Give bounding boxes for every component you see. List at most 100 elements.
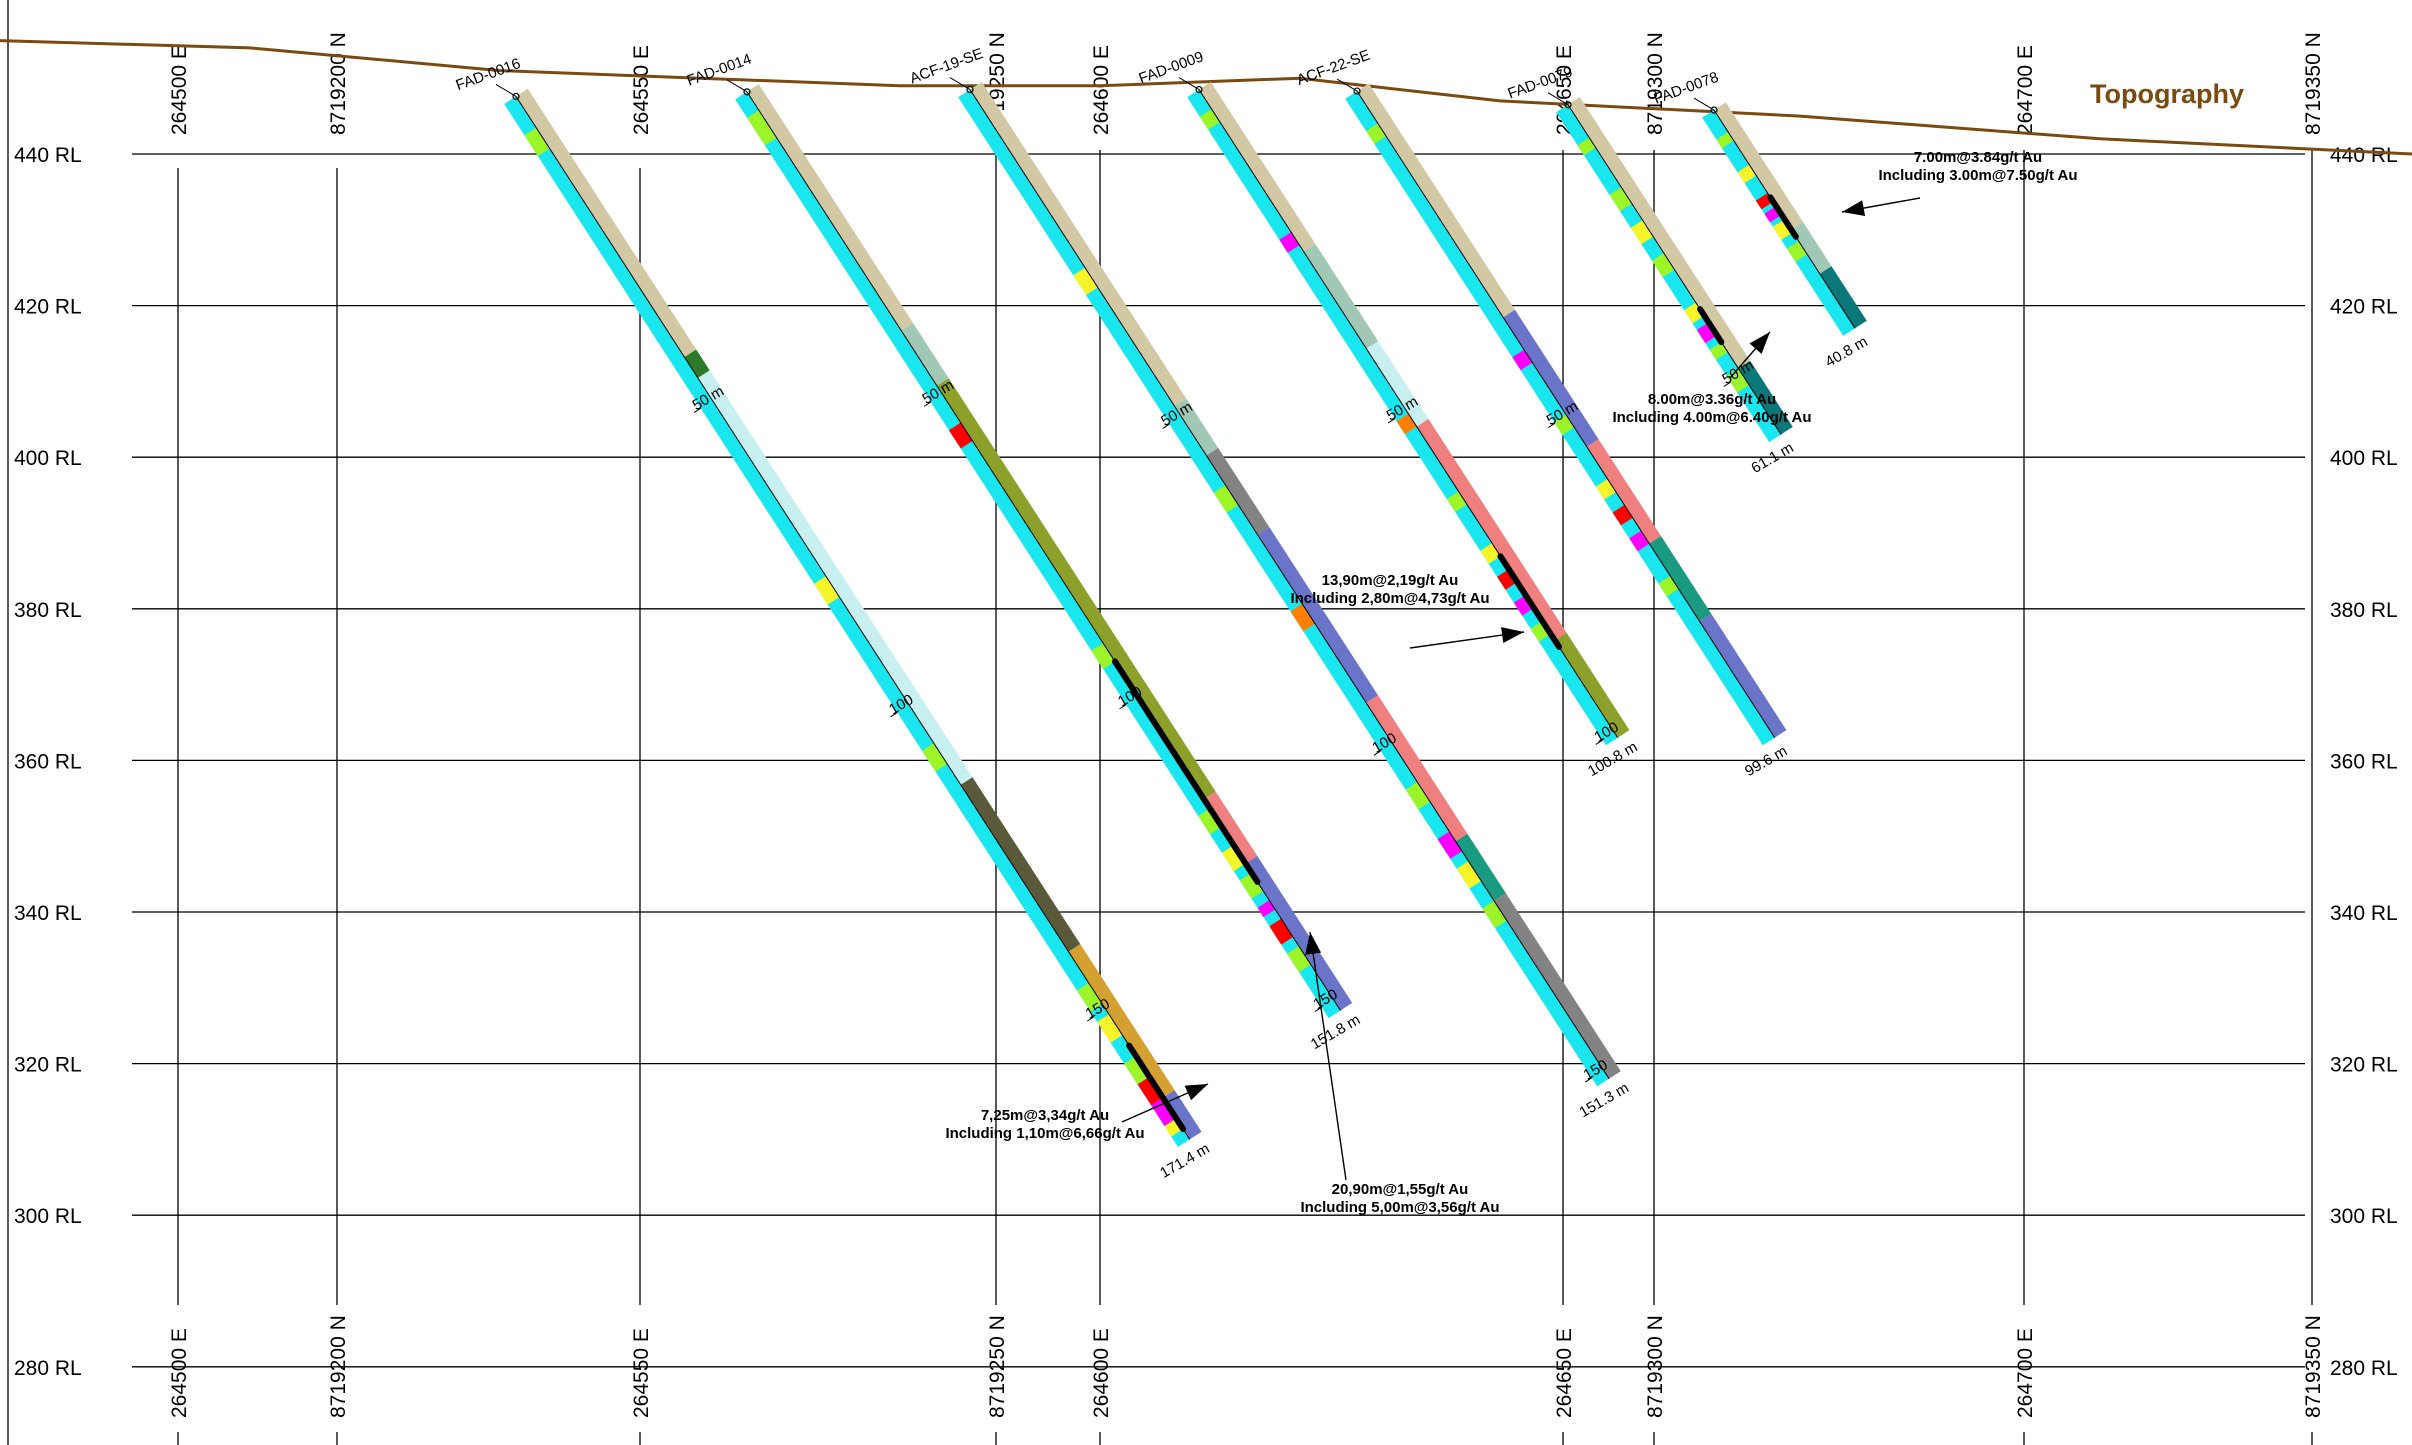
intercept-fad-0079 [1697, 306, 1725, 346]
assay-interval [1652, 253, 1675, 278]
assay-interval [948, 422, 973, 449]
rl-label-left-420: 420 RL [14, 296, 82, 319]
coord-label-bottom-264700-e: 264700 E [2014, 1328, 2037, 1418]
rl-label-right-420: 420 RL [2330, 296, 2398, 319]
rl-label-right-400: 400 RL [2330, 447, 2398, 470]
lithology-interval [747, 84, 914, 331]
depth-tick [890, 712, 898, 718]
assay-interval [1530, 621, 1551, 642]
collar-marker [743, 88, 751, 96]
lithology-interval [1455, 833, 1506, 901]
intercept-grade: 8.00m@3.36g/t Au [1648, 391, 1776, 408]
lithology-interval [1649, 536, 1712, 622]
coord-label-bottom-8719350-n: 8719350 N [2302, 1315, 2325, 1418]
collar-marker [1564, 101, 1572, 109]
intercept-arrowhead [1184, 1084, 1208, 1101]
assay-interval [1213, 485, 1239, 513]
lithology-interval [1162, 1090, 1202, 1140]
depth-tick [1595, 739, 1603, 745]
lithology-interval [1366, 341, 1429, 427]
lithology-interval [1174, 398, 1219, 456]
depth-tick [1086, 1016, 1095, 1022]
lithology-interval [1503, 309, 1599, 447]
lithology-interval [1366, 695, 1468, 842]
topography-layer: Topography [0, 39, 2412, 156]
lithology-interval [1245, 856, 1353, 1011]
topography-line [0, 39, 2412, 156]
collar-leader [1547, 92, 1569, 106]
total-depth-fad-0016: 171.4 m [1157, 1140, 1212, 1182]
assay-interval [1554, 414, 1575, 435]
rl-label-left-320: 320 RL [14, 1054, 82, 1077]
assay-interval [1595, 479, 1616, 500]
assay-interval [1151, 1097, 1177, 1127]
collar-leader [1336, 78, 1358, 92]
assay-interval [814, 576, 840, 605]
assay-interval [524, 127, 550, 157]
assay-interval [1287, 946, 1311, 973]
lithology-interval [1791, 222, 1832, 274]
grid-layer: 440 RL 440 RL 420 RL 420 RL 400 RL 400 RL 380 … [7, 0, 2398, 1445]
coord-label-bottom-264600-e: 264600 E [1090, 1328, 1113, 1418]
lithology-interval [1819, 266, 1867, 329]
assay-interval [1629, 530, 1650, 552]
depth-tick [1387, 418, 1396, 424]
rl-label-right-280: 280 RL [2330, 1357, 2398, 1380]
hole-name-acf-19-se: ACF-19-SE [908, 45, 986, 87]
assay-column [504, 96, 1190, 1147]
intercept-including: Including 4.00m@6.40g/t Au [1612, 409, 1811, 426]
depth-tick [1723, 381, 1731, 387]
hole-name-fad-0016: FAD-0016 [454, 55, 523, 94]
intercept-arrowhead [1842, 200, 1866, 216]
collar-marker [1353, 87, 1361, 95]
collar-leader [1178, 77, 1200, 90]
lithology-interval [1568, 97, 1751, 369]
intercept-leader [1309, 931, 1347, 1181]
hole-trace [1567, 104, 1782, 435]
lithology-interval [1554, 632, 1630, 738]
lithology-interval [901, 323, 949, 386]
lithology-interval [1714, 102, 1804, 231]
assay-interval [1612, 504, 1633, 526]
assay-interval [1269, 918, 1293, 945]
assay-interval [1124, 1056, 1150, 1085]
assay-interval [1279, 232, 1300, 253]
hole-name-fad-0014: FAD-0014 [685, 51, 754, 90]
lithology-interval [1199, 82, 1316, 252]
depth-tick [1162, 423, 1170, 429]
lithology-interval [1357, 83, 1515, 318]
rl-label-left-280: 280 RL [14, 1357, 82, 1380]
rl-label-left-340: 340 RL [14, 902, 82, 925]
lithology-interval [684, 349, 710, 378]
rl-label-left-300: 300 RL [14, 1205, 82, 1228]
rl-label-right-360: 360 RL [2330, 750, 2398, 773]
intercept-including: Including 1,10m@6,66g/t Au [945, 1125, 1144, 1142]
rl-label-right-340: 340 RL [2330, 902, 2398, 925]
coord-label-bottom-8719200-n: 8719200 N [327, 1315, 350, 1418]
depth-tick [1119, 704, 1127, 710]
assay-interval [1091, 643, 1115, 669]
hole-trace [1356, 90, 1776, 738]
collar-marker [512, 92, 520, 100]
assay-column [735, 91, 1341, 1019]
intercept-including: Including 5,00m@3,56g/t Au [1300, 1199, 1499, 1216]
assay-interval [1696, 322, 1718, 344]
assay-interval [1073, 267, 1098, 295]
rl-label-right-440: 440 RL [2330, 144, 2398, 167]
rl-label-left-380: 380 RL [14, 599, 82, 622]
assay-interval [1456, 861, 1482, 889]
coord-label-bottom-8719300-n: 8719300 N [1644, 1315, 1667, 1418]
collar-leader [726, 79, 748, 93]
lithology-interval [1738, 360, 1793, 435]
assay-interval [1396, 413, 1417, 435]
lithology-interval [1416, 419, 1567, 641]
assay-interval [1097, 1014, 1123, 1043]
lithology-interval [1068, 944, 1175, 1098]
intercept-arrowhead [1501, 627, 1524, 643]
rl-label-left-360: 360 RL [14, 750, 82, 773]
